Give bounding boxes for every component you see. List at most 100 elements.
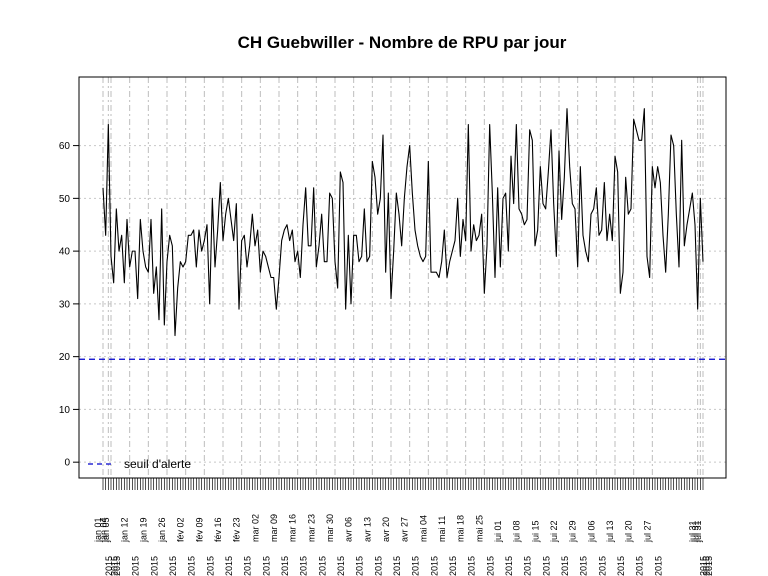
grid — [79, 77, 726, 478]
x-tick-label-date-20: mai 11 — [437, 516, 447, 542]
x-tick-label-31: jul 27 2015 — [642, 520, 663, 576]
x-tick-label-year-18: 2015 — [411, 556, 421, 576]
x-axis: jan 01 2015 jan 04 2015 jan 05 2015 jan 12 2015… — [93, 478, 714, 576]
x-tick-label-year-1: 2015 — [109, 556, 119, 576]
x-tick-label-date-21: mai 18 — [456, 515, 466, 542]
x-tick-label-date-18: avr 27 — [400, 517, 410, 542]
x-tick-label-year-25: 2015 — [541, 556, 551, 576]
series-line-rpu — [102, 108, 704, 337]
x-tick-label-date-29: jul 13 — [605, 520, 615, 543]
x-tick-label-year-12: 2015 — [299, 556, 309, 576]
x-tick-label-8: fév 16 2015 — [213, 517, 234, 576]
x-tick-label-year-19: 2015 — [429, 556, 439, 576]
x-tick-label-date-31: jul 27 — [642, 520, 652, 543]
y-tick-label-3: 30 — [59, 299, 71, 310]
x-tick-label-20: mai 11 2015 — [437, 516, 458, 576]
x-tick-label-17: avr 20 2015 — [381, 517, 402, 576]
x-tick-label-year-0: 2015 — [104, 556, 114, 576]
x-tick-label-date-22: mai 25 — [474, 515, 484, 542]
x-tick-label-year-29: 2015 — [616, 556, 626, 576]
x-tick-label-date-33: jul 31 — [690, 520, 700, 543]
chart-title: CH Guebwiller - Nombre de RPU par jour — [238, 33, 567, 52]
x-tick-label-date-0: jan 01 — [93, 517, 103, 543]
x-tick-label-11: mar 09 2015 — [269, 514, 290, 576]
x-tick-label-year-32: 2015 — [699, 556, 709, 576]
x-tick-label-date-2: jan 05 — [101, 517, 111, 543]
x-tick-label-year-13: 2015 — [317, 556, 327, 576]
x-tick-label-26: jui 22 2015 — [549, 520, 570, 576]
x-tick-label-year-14: 2015 — [336, 556, 346, 576]
x-tick-label-year-27: 2015 — [579, 556, 589, 576]
y-tick-label-2: 20 — [59, 352, 71, 363]
x-tick-label-year-22: 2015 — [485, 556, 495, 576]
x-tick-label-date-16: avr 13 — [362, 517, 372, 542]
x-tick-label-12: mar 16 2015 — [288, 514, 309, 576]
x-tick-label-date-23: jui 01 — [493, 520, 503, 543]
x-tick-label-year-24: 2015 — [523, 556, 533, 576]
x-tick-label-date-28: jul 06 — [586, 520, 596, 543]
x-tick-label-date-19: mai 04 — [418, 515, 428, 542]
x-tick-label-date-11: mar 09 — [269, 514, 279, 542]
x-tick-label-year-34: 2015 — [704, 556, 714, 576]
x-tick-label-date-26: jui 22 — [549, 520, 559, 543]
x-tick-label-16: avr 13 2015 — [362, 517, 383, 576]
x-tick-label-year-6: 2015 — [187, 556, 197, 576]
x-tick-label-19: mai 04 2015 — [418, 515, 439, 576]
x-tick-label-date-1: jan 04 — [98, 517, 108, 543]
x-tick-label-year-30: 2015 — [635, 556, 645, 576]
plot-frame — [78, 76, 727, 479]
x-tick-label-1: jan 04 2015 — [98, 517, 119, 576]
x-tick-label-27: jui 29 2015 — [568, 520, 589, 576]
y-tick-label-4: 40 — [59, 247, 71, 258]
x-tick-label-9: fév 23 2015 — [232, 517, 253, 576]
x-tick-label-3: jan 12 2015 — [120, 517, 141, 576]
x-tick-label-date-4: jan 19 — [138, 517, 148, 543]
x-tick-label-date-5: jan 26 — [157, 517, 167, 543]
x-tick-label-year-15: 2015 — [355, 556, 365, 576]
x-tick-label-24: jui 08 2015 — [512, 520, 533, 576]
x-tick-label-year-3: 2015 — [131, 556, 141, 576]
x-tick-label-date-25: jui 15 — [530, 520, 540, 543]
x-tick-label-22: mai 25 2015 — [474, 515, 495, 576]
legend: seuil d'alerte — [88, 457, 191, 471]
x-tick-label-year-23: 2015 — [504, 556, 514, 576]
x-tick-label-year-4: 2015 — [149, 556, 159, 576]
x-tick-label-year-2: 2015 — [112, 556, 122, 576]
y-tick-label-6: 60 — [59, 141, 71, 152]
y-axis: 0 10 20 30 40 50 60 — [59, 141, 79, 469]
x-tick-label-year-26: 2015 — [560, 556, 570, 576]
x-tick-label-year-33: 2015 — [701, 556, 711, 576]
x-tick-label-year-8: 2015 — [224, 556, 234, 576]
x-tick-label-4: jan 19 2015 — [138, 517, 159, 576]
x-tick-label-33: jul 31 2015 — [690, 520, 711, 576]
x-tick-label-date-15: avr 06 — [344, 517, 354, 542]
x-tick-label-date-27: jui 29 — [568, 520, 578, 543]
x-tick-label-15: avr 06 2015 — [344, 517, 365, 576]
x-tick-label-year-5: 2015 — [168, 556, 178, 576]
x-tick-label-30: jul 20 2015 — [624, 520, 645, 576]
x-tick-label-date-6: fév 02 — [176, 517, 186, 542]
x-tick-label-34: jul 31 2015 — [693, 520, 714, 576]
x-tick-label-23: jui 01 2015 — [493, 520, 514, 576]
x-tick-label-year-28: 2015 — [597, 556, 607, 576]
x-tick-label-6: fév 02 2015 — [176, 517, 197, 576]
x-tick-label-year-9: 2015 — [243, 556, 253, 576]
x-tick-label-date-34: jul 31 — [693, 520, 703, 543]
x-tick-label-date-30: jul 20 — [624, 520, 634, 543]
x-tick-label-28: jul 06 2015 — [586, 520, 607, 576]
x-tick-label-32: jul 31 2015 — [688, 520, 709, 576]
x-tick-label-year-21: 2015 — [467, 556, 477, 576]
x-tick-label-date-13: mar 23 — [306, 514, 316, 542]
x-tick-label-21: mai 18 2015 — [456, 515, 477, 576]
x-tick-label-date-10: mar 02 — [250, 514, 260, 542]
x-tick-label-date-12: mar 16 — [288, 514, 298, 542]
x-tick-label-date-7: fév 09 — [194, 517, 204, 542]
x-tick-label-5: jan 26 2015 — [157, 517, 178, 576]
x-tick-label-13: mar 23 2015 — [306, 514, 327, 576]
series-layer — [102, 108, 704, 337]
x-tick-label-date-8: fév 16 — [213, 517, 223, 542]
y-tick-label-1: 10 — [59, 405, 71, 416]
x-tick-label-year-17: 2015 — [392, 556, 402, 576]
x-tick-label-date-32: jul 31 — [688, 520, 698, 543]
x-tick-label-year-31: 2015 — [653, 556, 663, 576]
